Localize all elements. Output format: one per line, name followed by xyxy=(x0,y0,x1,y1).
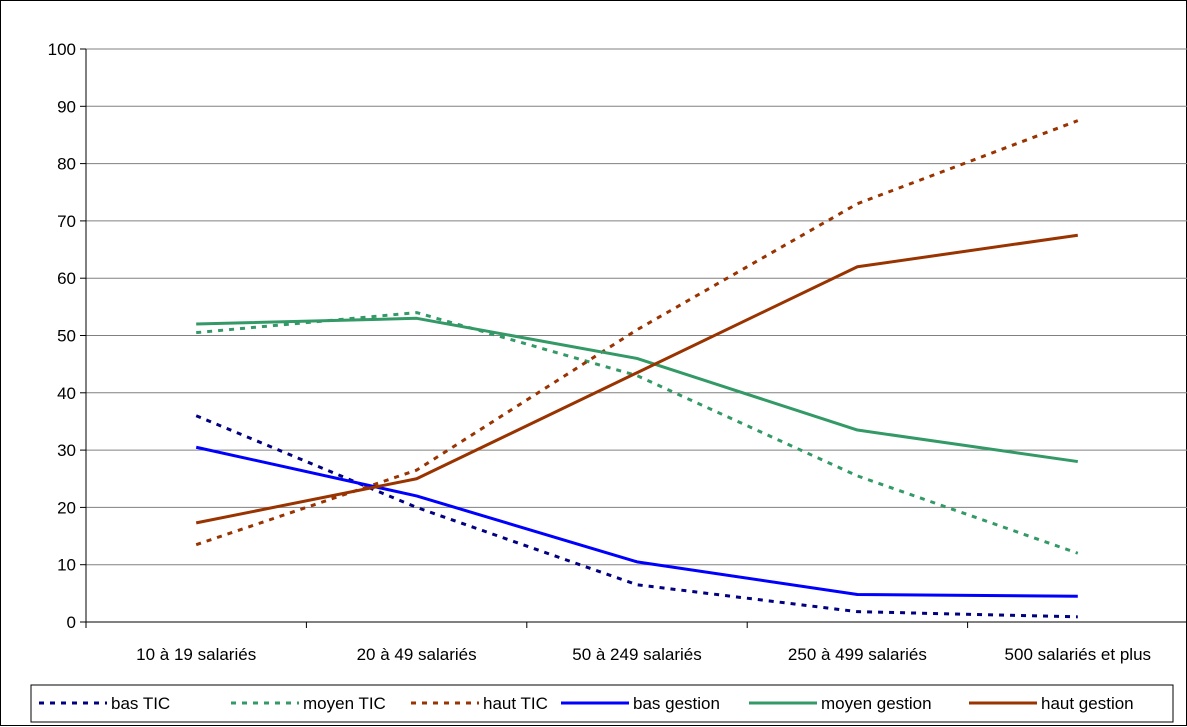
y-tick-label-40: 40 xyxy=(57,384,76,403)
legend-label-1: moyen TIC xyxy=(303,694,386,713)
axes xyxy=(80,48,1187,628)
data-point-2-1 xyxy=(415,469,418,472)
series-line-1 xyxy=(196,311,1079,555)
data-point-2-3 xyxy=(856,202,859,205)
x-tick-labels: 10 à 19 salariés 20 à 49 salariés 50 à 249… xyxy=(136,645,1151,664)
legend-label-2: haut TIC xyxy=(483,694,548,713)
y-tick-label-50: 50 xyxy=(57,327,76,346)
x-tick-label-4: 500 salariés et plus xyxy=(1005,645,1151,664)
data-point-4-0 xyxy=(195,323,198,326)
legend-label-3: bas gestion xyxy=(633,694,720,713)
x-tick-label-2: 50 à 249 salariés xyxy=(572,645,701,664)
data-point-3-2 xyxy=(636,560,639,563)
data-point-0-3 xyxy=(856,610,859,613)
legend-label-5: haut gestion xyxy=(1041,694,1134,713)
y-tick-label-20: 20 xyxy=(57,498,76,517)
gridlines xyxy=(86,48,1187,566)
data-point-5-1 xyxy=(415,477,418,480)
data-point-0-4 xyxy=(1076,615,1079,618)
data-point-4-2 xyxy=(636,357,639,360)
data-point-2-2 xyxy=(636,328,639,331)
data-point-1-3 xyxy=(856,474,859,477)
data-point-1-0 xyxy=(195,331,198,334)
data-point-3-1 xyxy=(415,494,418,497)
data-point-1-4 xyxy=(1076,552,1079,555)
series-line-2 xyxy=(195,119,1079,547)
data-point-3-4 xyxy=(1076,595,1079,598)
data-point-0-1 xyxy=(415,506,418,509)
y-tick-label-80: 80 xyxy=(57,155,76,174)
legend-label-4: moyen gestion xyxy=(821,694,932,713)
y-tick-label-10: 10 xyxy=(57,556,76,575)
data-point-2-0 xyxy=(195,543,198,546)
series-lines xyxy=(195,119,1079,619)
data-point-0-0 xyxy=(195,414,198,417)
legend: bas TIC moyen TIC haut TIC bas gestion moyen… xyxy=(30,684,1174,723)
data-point-4-4 xyxy=(1076,460,1079,463)
y-tick-label-100: 100 xyxy=(48,40,76,59)
series-line-3 xyxy=(195,445,1078,598)
series-line-5 xyxy=(195,233,1079,525)
series-line-0 xyxy=(195,414,1078,619)
data-point-0-2 xyxy=(636,583,639,586)
data-point-2-4 xyxy=(1076,119,1079,122)
x-tick-label-3: 250 à 499 salariés xyxy=(788,645,927,664)
series-line-4 xyxy=(196,316,1079,464)
data-point-5-3 xyxy=(856,265,859,268)
y-tick-labels: 0 10 20 30 40 50 60 70 80 90 100 xyxy=(48,40,76,632)
y-tick-label-90: 90 xyxy=(57,97,76,116)
x-tick-label-0: 10 à 19 salariés xyxy=(136,645,256,664)
y-tick-label-70: 70 xyxy=(57,212,76,231)
data-point-5-2 xyxy=(636,371,639,374)
y-tick-label-60: 60 xyxy=(57,269,76,288)
data-point-3-3 xyxy=(856,593,859,596)
legend-label-0: bas TIC xyxy=(111,694,170,713)
data-point-5-0 xyxy=(195,521,198,524)
data-point-4-3 xyxy=(856,429,859,432)
data-point-4-1 xyxy=(415,317,418,320)
data-point-1-1 xyxy=(415,311,418,314)
data-point-5-4 xyxy=(1076,234,1079,237)
x-tick-label-1: 20 à 49 salariés xyxy=(357,645,477,664)
y-tick-label-0: 0 xyxy=(67,613,76,632)
data-point-3-0 xyxy=(195,446,198,449)
y-tick-label-30: 30 xyxy=(57,441,76,460)
